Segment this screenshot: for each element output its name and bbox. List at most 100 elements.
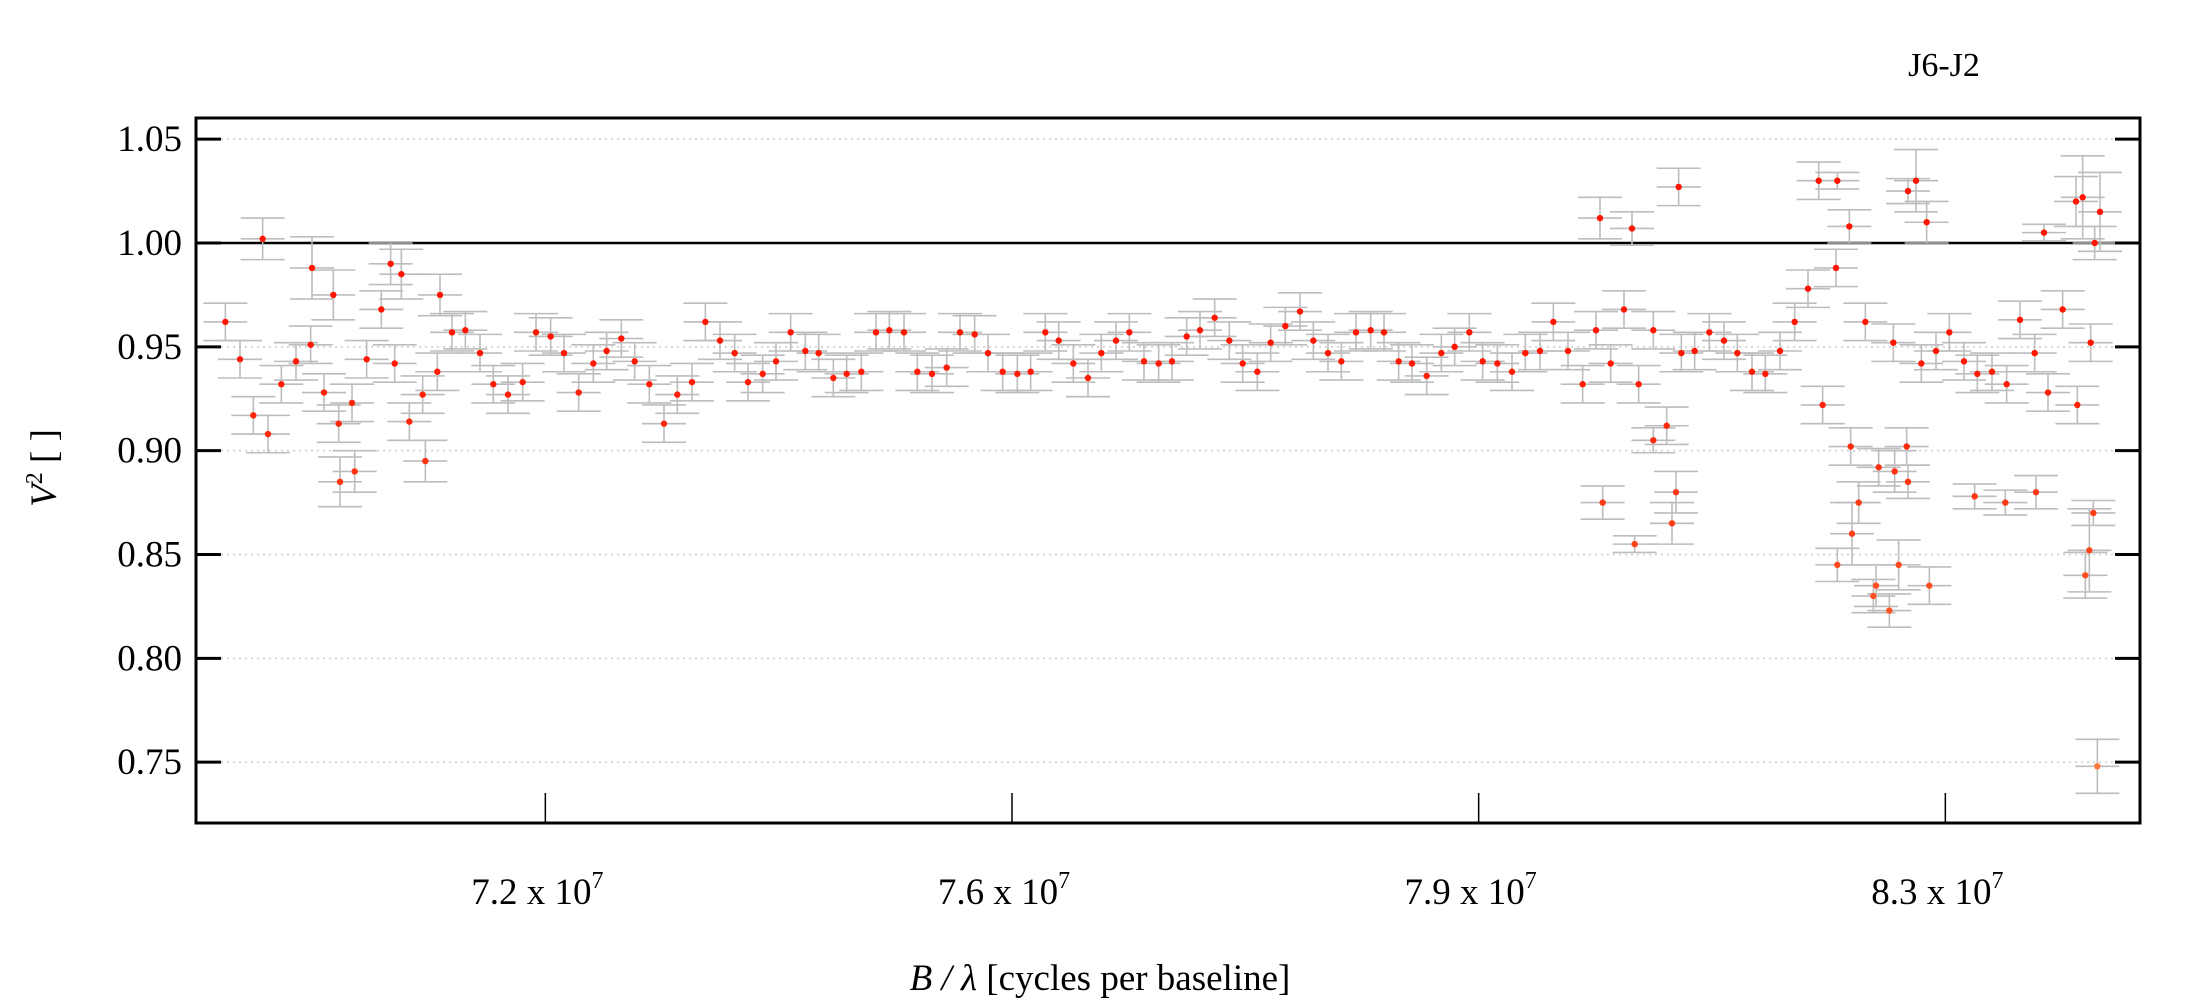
y-tick-label: 0.90 [117, 431, 182, 472]
data-point [1112, 337, 1120, 344]
data-point [1706, 329, 1713, 336]
x-tick-label-base: 8.3 x 10 [1871, 872, 1991, 913]
data-point [222, 318, 229, 326]
plot-frame [194, 116, 2142, 825]
data-point [2094, 763, 2101, 770]
data-point [772, 358, 780, 365]
chart-title: J6-J2 [1908, 47, 1980, 84]
data-point [391, 360, 398, 367]
data-point [2032, 489, 2040, 496]
data-point [660, 420, 668, 427]
data-point [1631, 540, 1638, 548]
data-point [1762, 370, 1769, 378]
data-point [1832, 264, 1840, 272]
data-point [1338, 358, 1345, 365]
data-point [1988, 368, 1996, 375]
data-point [1678, 349, 1685, 357]
data-point [448, 329, 456, 336]
data-point [1550, 318, 1557, 326]
data-point [1974, 370, 1981, 378]
data-point [1592, 327, 1600, 334]
data-point [264, 430, 272, 438]
y-axis-label-superscript: 2 [22, 472, 48, 484]
data-point [490, 381, 497, 388]
data-point [1804, 285, 1812, 292]
data-point [1890, 339, 1897, 346]
data-point [1183, 333, 1190, 340]
y-tick-label: 1.05 [117, 119, 182, 160]
data-point [1650, 327, 1657, 334]
data-point [1055, 337, 1062, 344]
data-point [1451, 343, 1458, 351]
data-point [971, 331, 978, 338]
x-tick-label-exponent: 7 [1058, 868, 1070, 894]
y-axis-label-unit: [ ] [24, 429, 65, 472]
data-point [2031, 349, 2038, 357]
data-point [462, 327, 469, 334]
x-tick-label-base: 7.2 x 10 [471, 872, 591, 913]
data-point [1635, 381, 1642, 388]
data-point [1042, 329, 1049, 336]
error-bars [203, 148, 2122, 795]
data-point [674, 391, 681, 398]
x-axis-label-symbol: B / λ [910, 958, 977, 999]
data-point [259, 235, 266, 243]
data-point [1912, 177, 1920, 184]
data-point [830, 374, 837, 382]
data-point [2044, 389, 2052, 396]
data-point [590, 360, 597, 367]
data-point [1126, 329, 1133, 336]
data-point [1267, 339, 1274, 346]
data-point [1926, 582, 1933, 589]
data-point [1408, 360, 1416, 367]
data-point [1748, 368, 1756, 375]
data-point [688, 378, 696, 386]
x-tick-labels: 7.2 x 107 7.6 x 107 7.9 x 107 8.3 x 107 [471, 868, 2003, 913]
data-point [1395, 358, 1402, 365]
data-point [1226, 337, 1233, 344]
data-point [1098, 349, 1105, 357]
data-point [1946, 329, 1953, 336]
data-point [1628, 225, 1636, 232]
x-tick-label-exponent: 7 [591, 868, 603, 894]
data-point [956, 329, 964, 336]
data-point [336, 478, 344, 486]
data-point [999, 368, 1006, 375]
data-point [1367, 327, 1374, 334]
data-point [1870, 592, 1877, 600]
data-point [618, 335, 625, 342]
data-point [335, 420, 342, 427]
data-point [2072, 198, 2080, 205]
data-point [1918, 360, 1925, 367]
data-point [1819, 401, 1826, 409]
data-point [348, 399, 356, 407]
x-tick-label-exponent: 7 [1525, 868, 1537, 894]
data-point [1494, 360, 1501, 367]
data-point [914, 368, 921, 375]
data-point [1904, 187, 1912, 195]
data-point [1847, 443, 1854, 450]
data-point [575, 389, 582, 396]
data-point [1599, 499, 1606, 506]
y-tick-label: 0.95 [117, 327, 182, 368]
data-point [1791, 318, 1798, 326]
data-point [1903, 443, 1910, 450]
data-point [547, 333, 554, 340]
data-point [476, 349, 484, 357]
x-tick-label: 7.9 x 107 [1405, 868, 1537, 913]
data-point [1211, 314, 1218, 321]
data-point [646, 381, 653, 388]
data-point [1734, 349, 1741, 357]
x-tick-label-exponent: 7 [1991, 868, 2003, 894]
data-point [1872, 582, 1880, 589]
data-point [900, 329, 908, 336]
data-point [2059, 306, 2066, 313]
data-point [1522, 349, 1529, 357]
x-tick-label: 8.3 x 107 [1871, 868, 2003, 913]
data-point [802, 347, 809, 355]
y-tick-label: 0.85 [117, 534, 182, 575]
data-point [1620, 306, 1628, 313]
data-point [406, 418, 413, 425]
y-tick-label: 1.00 [117, 223, 182, 264]
